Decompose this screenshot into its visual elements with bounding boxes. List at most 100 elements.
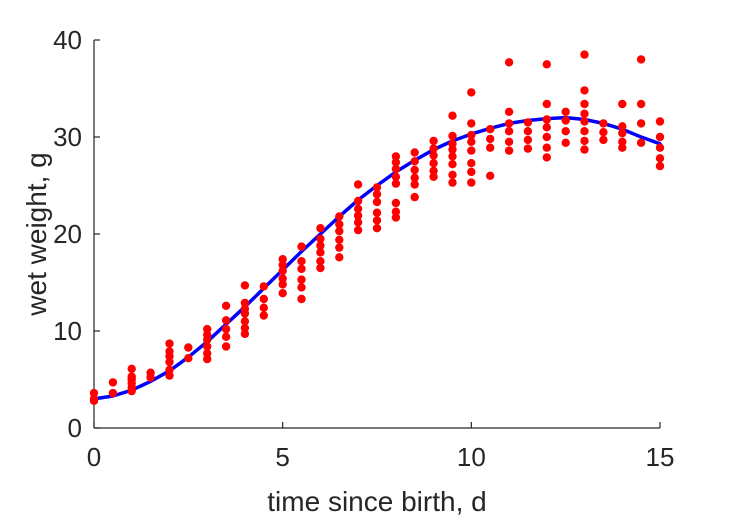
data-point [429, 166, 438, 176]
data-point [353, 180, 363, 189]
data-point [297, 264, 306, 274]
data-point [636, 119, 646, 128]
data-point [240, 298, 250, 308]
data-point [278, 266, 287, 276]
data-point [335, 212, 344, 221]
data-point [391, 198, 401, 208]
x-tick-label: 15 [646, 442, 675, 472]
data-point [391, 152, 401, 161]
data-point [599, 128, 608, 137]
data-point [410, 192, 419, 202]
data-point [278, 255, 287, 264]
data-point [504, 137, 514, 146]
data-point [618, 122, 627, 131]
data-point [108, 378, 118, 387]
data-point [486, 134, 495, 144]
data-point [391, 158, 401, 167]
data-point [165, 365, 174, 374]
data-point [259, 303, 268, 312]
data-point [353, 211, 363, 220]
data-point [467, 146, 476, 155]
data-point [467, 119, 476, 128]
data-point [542, 153, 551, 162]
data-point [448, 145, 457, 154]
data-point [372, 183, 382, 192]
data-point [278, 260, 287, 270]
data-point [542, 60, 551, 69]
data-point [221, 324, 231, 334]
data-point [372, 190, 382, 199]
data-point [108, 388, 118, 398]
data-point [429, 151, 438, 160]
data-point [523, 144, 533, 153]
data-point [203, 324, 212, 334]
data-point [504, 146, 514, 155]
data-point [504, 127, 514, 136]
axes [93, 40, 660, 429]
data-point [618, 99, 627, 109]
data-point [429, 159, 438, 168]
data-point [448, 160, 457, 169]
data-point [221, 342, 231, 351]
data-point [278, 289, 287, 298]
x-axis-label: time since birth, d [267, 486, 486, 517]
x-tick-label: 5 [275, 442, 289, 472]
y-tick-label: 0 [68, 413, 82, 443]
data-point [580, 127, 589, 136]
data-point [580, 109, 589, 118]
data-point [372, 197, 382, 207]
data-point [184, 343, 193, 352]
y-tick-label: 10 [53, 316, 82, 346]
data-point [561, 107, 570, 117]
data-point [297, 283, 306, 292]
data-point [467, 130, 476, 140]
data-point [561, 127, 570, 136]
data-point [542, 132, 551, 142]
data-point [146, 368, 155, 377]
data-point [89, 394, 99, 404]
data-point [335, 220, 344, 229]
data-point [165, 357, 174, 367]
data-point [599, 119, 608, 128]
data-point [353, 196, 363, 206]
data-point [391, 207, 401, 216]
data-point [655, 132, 665, 142]
data-point [504, 58, 514, 67]
data-point [203, 330, 212, 340]
data-point [523, 135, 533, 145]
data-point [335, 226, 344, 236]
data-point [523, 127, 533, 136]
data-point [391, 213, 401, 222]
data-point [486, 143, 495, 152]
data-point [89, 388, 99, 398]
data-point [486, 171, 495, 180]
data-point [655, 143, 665, 152]
data-point [542, 115, 551, 124]
data-point [448, 178, 457, 187]
data-point [561, 138, 570, 147]
points-layer [89, 50, 665, 405]
data-point [335, 253, 344, 262]
data-point [297, 257, 306, 266]
data-point [240, 281, 250, 290]
data-point [297, 275, 306, 284]
data-point [203, 342, 212, 351]
data-point [618, 143, 627, 152]
data-point [391, 164, 401, 174]
data-point [259, 294, 268, 304]
data-point [221, 332, 231, 341]
fit-curve [92, 115, 662, 401]
data-point [353, 204, 363, 213]
data-point [391, 179, 401, 188]
y-tick-label: 40 [53, 25, 82, 55]
data-point [221, 301, 231, 310]
data-point [316, 248, 325, 257]
data-point [504, 107, 514, 117]
data-point [467, 137, 476, 146]
y-tick-label: 30 [53, 122, 82, 152]
data-point [448, 111, 457, 120]
data-point [372, 208, 382, 217]
data-point [580, 86, 589, 95]
data-point [636, 55, 646, 64]
